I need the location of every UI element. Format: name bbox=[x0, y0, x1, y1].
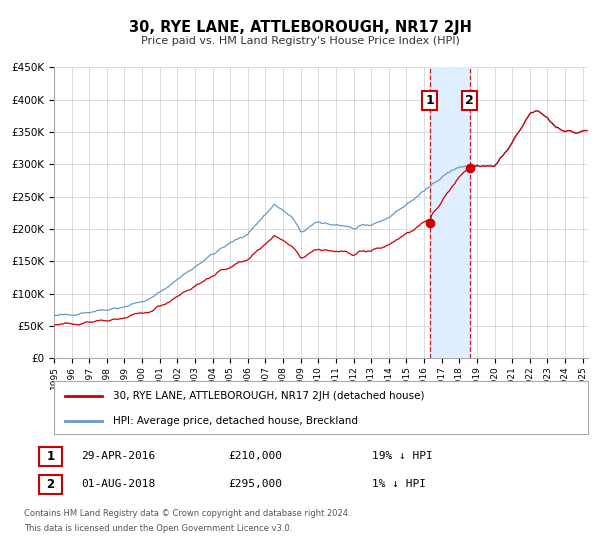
Text: 01-AUG-2018: 01-AUG-2018 bbox=[81, 479, 155, 489]
Text: 1: 1 bbox=[425, 94, 434, 107]
Bar bbox=[430, 67, 470, 358]
Text: £295,000: £295,000 bbox=[228, 479, 282, 489]
Text: 19% ↓ HPI: 19% ↓ HPI bbox=[372, 451, 433, 461]
Text: 1% ↓ HPI: 1% ↓ HPI bbox=[372, 479, 426, 489]
Text: 30, RYE LANE, ATTLEBOROUGH, NR17 2JH (detached house): 30, RYE LANE, ATTLEBOROUGH, NR17 2JH (de… bbox=[113, 391, 424, 401]
Text: Contains HM Land Registry data © Crown copyright and database right 2024.: Contains HM Land Registry data © Crown c… bbox=[24, 509, 350, 518]
Text: 2: 2 bbox=[465, 94, 474, 107]
Text: HPI: Average price, detached house, Breckland: HPI: Average price, detached house, Brec… bbox=[113, 416, 358, 426]
Text: 30, RYE LANE, ATTLEBOROUGH, NR17 2JH: 30, RYE LANE, ATTLEBOROUGH, NR17 2JH bbox=[128, 20, 472, 35]
Text: 29-APR-2016: 29-APR-2016 bbox=[81, 451, 155, 461]
Text: 1: 1 bbox=[46, 450, 55, 464]
Text: 2: 2 bbox=[46, 478, 55, 492]
Text: This data is licensed under the Open Government Licence v3.0.: This data is licensed under the Open Gov… bbox=[24, 524, 292, 533]
Text: £210,000: £210,000 bbox=[228, 451, 282, 461]
Text: Price paid vs. HM Land Registry's House Price Index (HPI): Price paid vs. HM Land Registry's House … bbox=[140, 36, 460, 46]
